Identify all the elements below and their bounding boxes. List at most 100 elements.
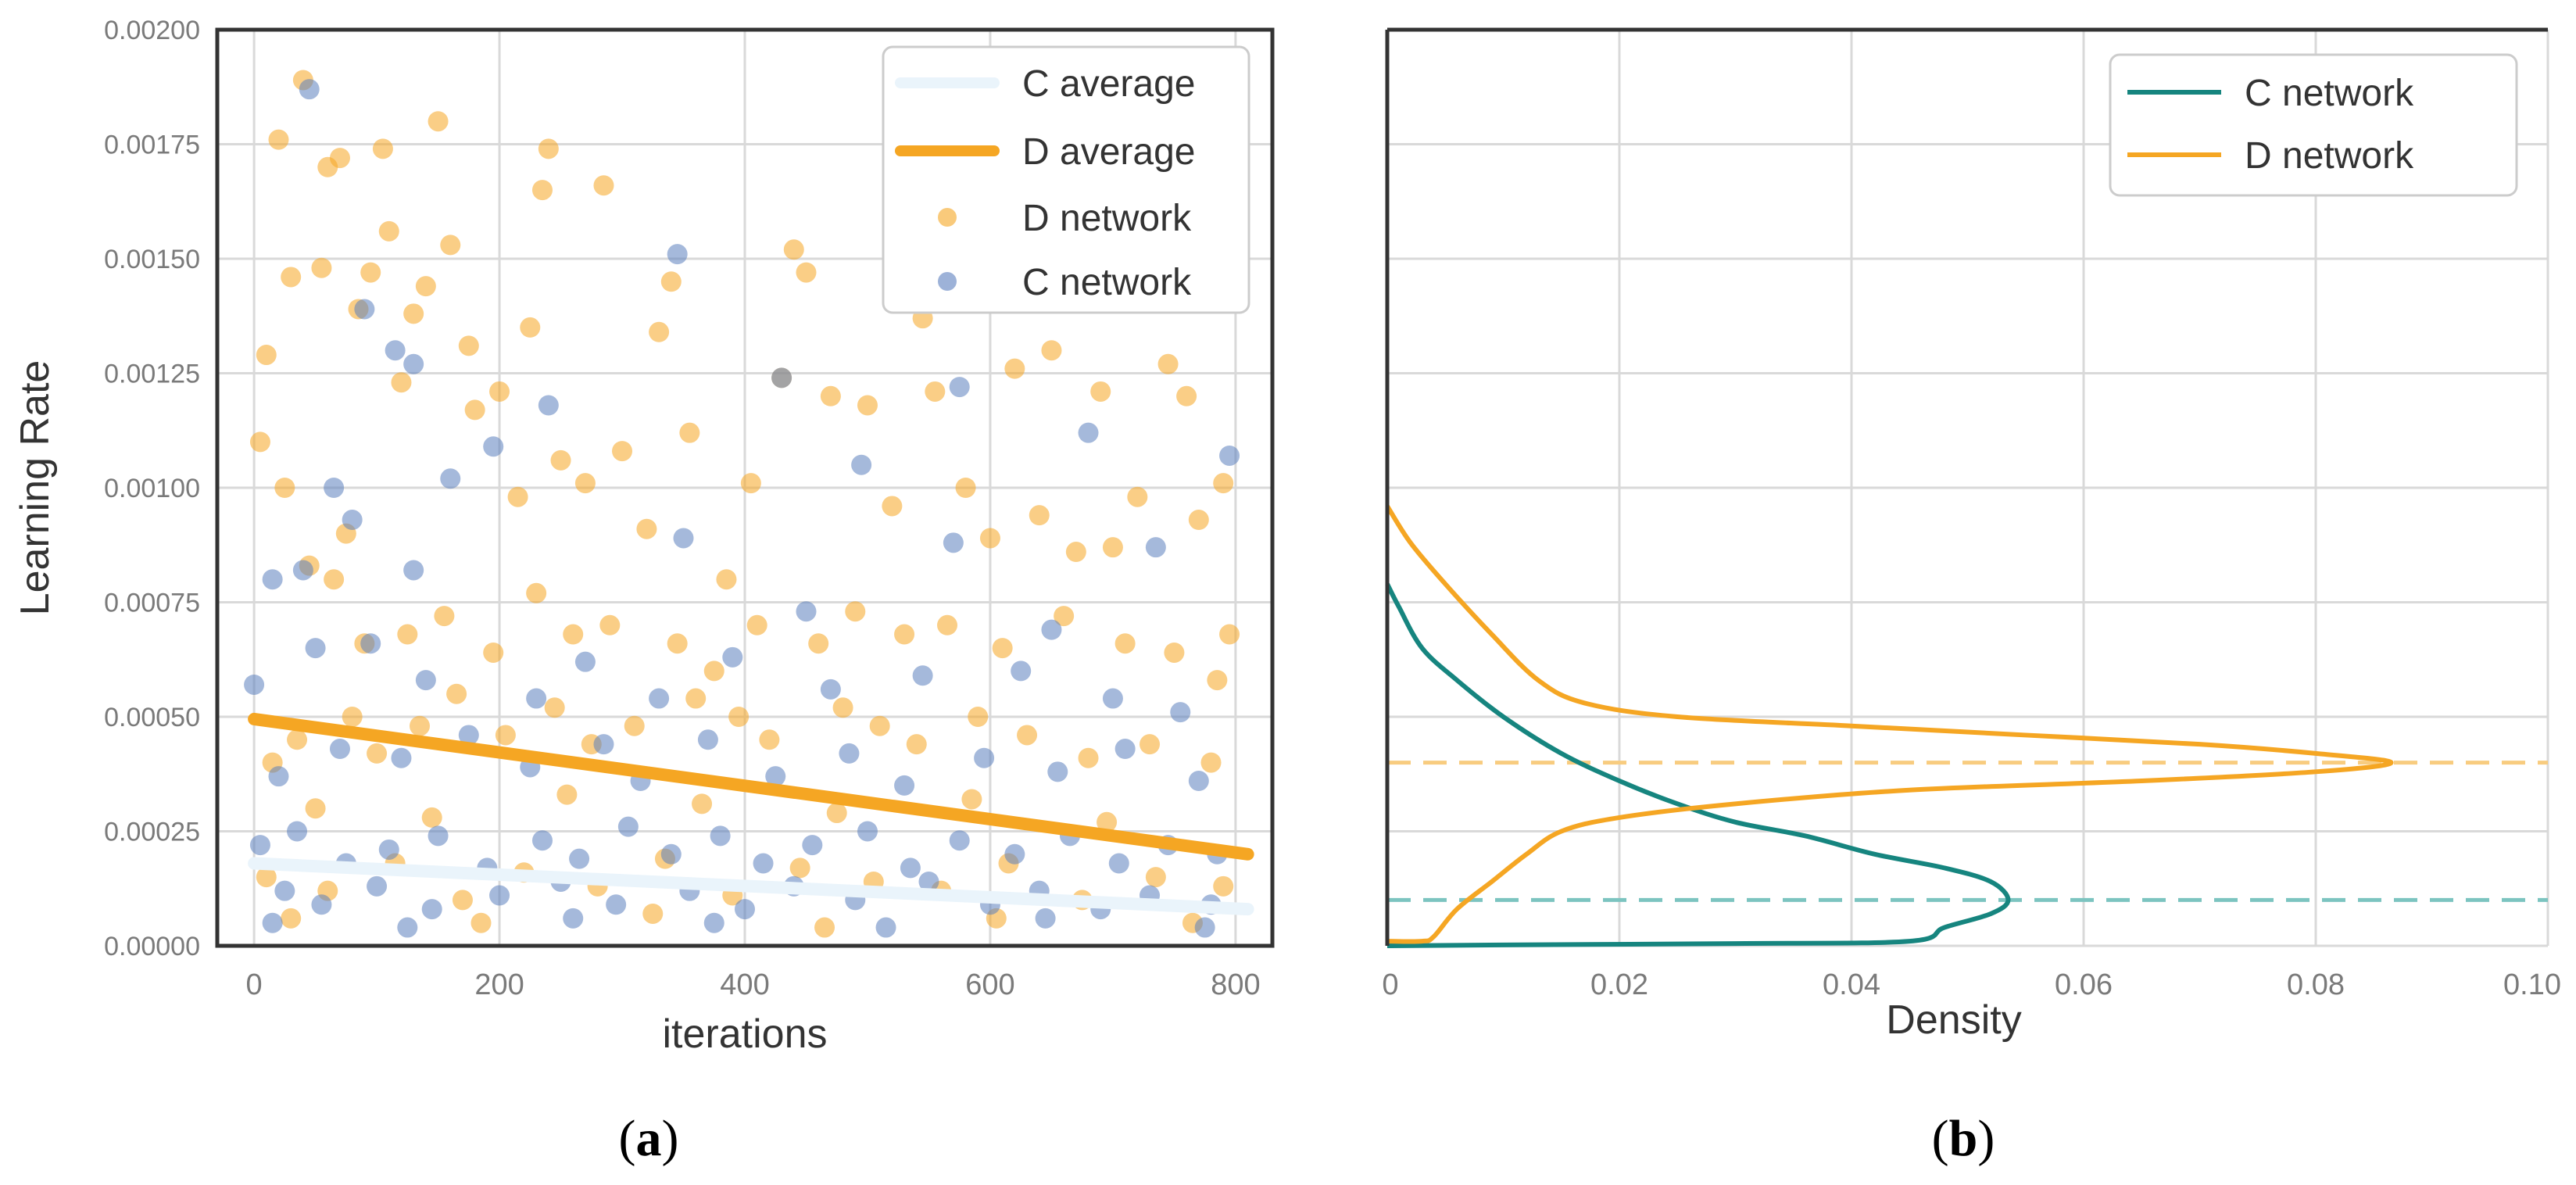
d-network-point [403,303,424,324]
d-network-point [826,803,847,824]
c-network-point [649,688,670,709]
d-network-point [759,729,780,750]
panel-a-x-axis-label: iterations [663,1011,828,1057]
d-network-point [1041,340,1062,361]
d-network-point [789,857,810,879]
caption-b: (b) [1932,1110,1995,1167]
c-network-point [440,468,461,489]
panel-b-density-plot: 0 0.02 0.04 0.06 0.08 0.10 Density C network D… [1382,27,2561,1043]
d-network-point [1219,624,1240,645]
c-network-point [753,853,774,874]
d-network-point [728,707,750,727]
a-x-tick-label: 400 [720,968,769,1001]
c-network-point [421,899,442,920]
c-network-point [949,377,970,398]
d-network-point [1164,642,1185,663]
d-network-point [415,276,436,297]
d-network-point [281,908,302,929]
d-network-point [593,175,614,196]
c-network-point [354,299,375,320]
c-network-point [531,830,553,851]
d-network-point [961,789,982,810]
c-network-point [403,353,424,374]
d-network-point [937,614,958,635]
c-network-point [673,528,694,549]
d-network-point [464,399,485,421]
d-network-point [624,715,645,736]
a-y-tick-label: 0.00175 [104,131,200,160]
d-network-point [796,262,817,283]
c-network-point [360,633,381,654]
c-network-point [703,912,724,933]
d-network-point [1157,353,1179,374]
d-network-point [992,638,1013,659]
d-network-point [1127,486,1148,507]
d-network-point [483,642,504,663]
c-network-point [397,917,418,938]
c-network-point [299,79,320,100]
d-network-point [1029,505,1050,526]
c-network-point [1114,739,1136,760]
d-network-point [845,601,866,622]
a-x-tick-label: 600 [965,968,1014,1001]
d-network-point [287,729,308,750]
d-network-point [1065,542,1086,563]
d-network-point [256,867,277,888]
c-network-point [1102,688,1123,709]
c-network-point [857,821,878,842]
a-legend-label: C average [1022,63,1195,105]
c-network-point [1194,917,1215,938]
c-network-point [574,651,596,672]
d-network-point [599,614,621,635]
d-network-point [470,912,492,933]
panel-a-legend: C average D average D network C network [882,45,1250,314]
d-network-point [495,725,516,746]
a-x-tick-label: 200 [474,968,524,1001]
a-y-tick-label: 0.00150 [104,245,200,274]
c-network-point [305,638,326,659]
a-y-tick-label: 0.00050 [104,703,200,732]
c-network-point [851,454,872,475]
d-network-point [1102,537,1123,558]
c-network-point [311,894,332,915]
c-network-point [483,436,504,457]
d-network-point [421,807,442,828]
d-network-point [1004,358,1025,379]
c-network-point [1047,761,1068,782]
d-network-point [268,129,289,150]
c-network-point [839,743,860,764]
c-network-point [563,908,584,929]
c-network-point [735,899,755,920]
a-legend-label: C network [1022,262,1192,303]
d-network-point [311,257,332,278]
panel-a-y-ticks: 0.00000 0.00025 0.00050 0.00075 0.00100 0.001… [104,16,200,961]
c-network-point [262,912,283,933]
c-network-point [1219,445,1240,466]
c-network-point [1145,537,1166,558]
c-network-point [489,885,510,906]
c-network-point [820,678,841,700]
d-network-point [679,422,700,443]
a-x-tick-label: 800 [1211,968,1260,1001]
d-network-point [1097,811,1118,832]
d-network-point [507,486,528,507]
panel-b-legend: C network D network [2109,53,2518,197]
d-network-point [1145,867,1166,888]
c-network-point [912,665,933,686]
c-network-point [765,766,786,787]
d-network-point [740,473,761,494]
caption-b-letter: b [1949,1110,1978,1167]
d-network-point [1176,385,1197,406]
a-y-tick-label: 0.00025 [104,818,200,847]
b-legend-label: C network [2245,73,2414,114]
c-network-point [249,835,270,856]
d-network-point [1200,752,1222,773]
d-network-point [692,793,713,814]
c-network-point [949,830,970,851]
c-network-point [1170,702,1191,723]
d-network-point [256,345,277,366]
c-network-point [943,532,964,553]
d-network-point [642,903,664,924]
c-network-point [974,747,995,768]
d-network-point [1140,734,1161,755]
